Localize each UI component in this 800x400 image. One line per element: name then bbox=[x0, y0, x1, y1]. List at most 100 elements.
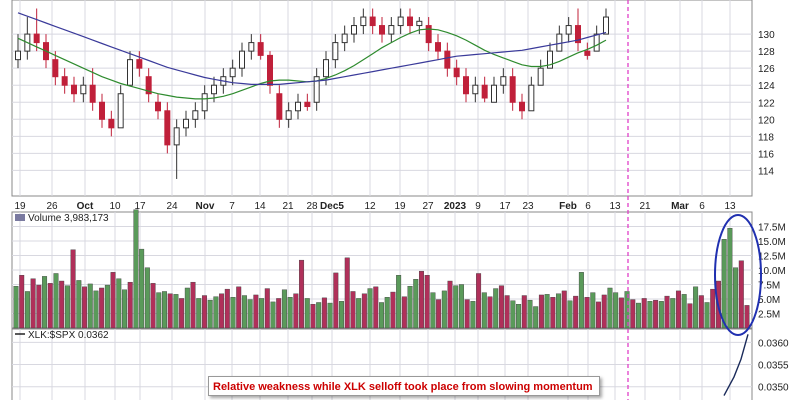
volume-bar bbox=[139, 248, 145, 329]
volume-bar bbox=[578, 272, 584, 329]
volume-bar bbox=[82, 286, 88, 329]
volume-bar bbox=[42, 276, 48, 329]
volume-bar bbox=[264, 288, 270, 329]
x-tick-label: 19 bbox=[394, 201, 406, 212]
candle-body bbox=[201, 93, 208, 112]
candle-body bbox=[435, 42, 441, 52]
ratio-y-tick-label: 0.0360 bbox=[758, 338, 789, 349]
x-tick-label: 27 bbox=[422, 201, 434, 212]
volume-bar bbox=[476, 273, 482, 329]
volume-bar bbox=[413, 279, 419, 329]
annotation-box: Relative weakness while XLK selloff took… bbox=[208, 376, 600, 396]
candle-body bbox=[108, 118, 115, 129]
volume-bar bbox=[647, 301, 653, 329]
x-tick-label: 21 bbox=[282, 201, 294, 212]
volume-bar bbox=[556, 293, 562, 329]
volume-bar bbox=[361, 293, 367, 329]
volume-y-tick-label: 5.0M bbox=[758, 295, 780, 306]
volume-bar bbox=[281, 289, 287, 329]
candle-body bbox=[304, 101, 311, 108]
candle-body bbox=[575, 25, 581, 44]
price-y-tick-label: 130 bbox=[758, 30, 775, 41]
volume-bar bbox=[127, 281, 133, 329]
volume-bar bbox=[116, 278, 122, 329]
volume-bar bbox=[259, 298, 265, 329]
volume-y-tick-label: 17.5M bbox=[758, 223, 786, 234]
candle-body bbox=[192, 110, 199, 120]
volume-bar bbox=[738, 260, 744, 329]
candle-body bbox=[99, 101, 105, 120]
x-tick-label: 17 bbox=[499, 201, 511, 212]
candle-body bbox=[379, 25, 385, 35]
volume-bar bbox=[276, 298, 282, 329]
volume-bar bbox=[407, 286, 413, 329]
volume-bar bbox=[727, 228, 733, 329]
price-y-tick-label: 120 bbox=[758, 115, 775, 126]
candle-body bbox=[145, 76, 152, 95]
candle-body bbox=[52, 59, 59, 78]
volume-bar bbox=[561, 290, 567, 329]
x-tick-label: 19 bbox=[14, 201, 26, 212]
candle-body bbox=[267, 54, 273, 86]
candle-body bbox=[509, 76, 516, 103]
price-y-tick-label: 128 bbox=[758, 47, 775, 58]
volume-bar bbox=[458, 284, 464, 329]
volume-bar bbox=[653, 299, 659, 329]
price-y-tick-label: 114 bbox=[758, 166, 774, 177]
price-y-tick-label: 122 bbox=[758, 98, 775, 109]
volume-bar bbox=[521, 295, 527, 329]
candle-body bbox=[519, 101, 525, 112]
x-tick-label: 7 bbox=[229, 201, 235, 212]
candle-body bbox=[500, 76, 507, 86]
volume-bar bbox=[533, 306, 539, 329]
volume-bar bbox=[299, 259, 305, 329]
price-y-tick-label: 126 bbox=[758, 64, 775, 75]
candle-body bbox=[407, 16, 413, 27]
volume-bar bbox=[30, 278, 36, 329]
candle-body bbox=[183, 118, 189, 129]
volume-bar bbox=[441, 290, 447, 329]
volume-bar bbox=[333, 272, 339, 329]
volume-bar bbox=[504, 295, 510, 329]
volume-bar bbox=[675, 290, 681, 329]
candle-body bbox=[323, 59, 329, 78]
volume-bar bbox=[179, 298, 185, 329]
volume-bar bbox=[373, 286, 379, 329]
volume-bar bbox=[219, 293, 225, 329]
volume-bar bbox=[70, 249, 76, 329]
candle-body bbox=[239, 50, 245, 69]
candle-body bbox=[472, 84, 479, 95]
volume-bar bbox=[401, 296, 407, 329]
candle-body bbox=[397, 16, 404, 27]
volume-y-tick-label: 15.0M bbox=[758, 237, 786, 248]
candle-body bbox=[313, 76, 320, 103]
moving-average-long bbox=[17, 12, 607, 86]
volume-bar bbox=[19, 275, 25, 329]
volume-bar bbox=[87, 283, 93, 329]
volume-bar bbox=[636, 302, 641, 329]
volume-bar bbox=[173, 294, 179, 329]
x-tick-label: 24 bbox=[166, 201, 178, 212]
volume-bar bbox=[516, 304, 522, 329]
volume-bar bbox=[161, 291, 167, 329]
volume-bar bbox=[241, 295, 247, 329]
candle-body bbox=[211, 84, 217, 95]
volume-bar bbox=[721, 239, 727, 329]
candle-body bbox=[547, 50, 553, 69]
candle-body bbox=[360, 16, 367, 27]
candle-body bbox=[603, 16, 609, 35]
volume-bar bbox=[150, 283, 156, 329]
candle-body bbox=[276, 93, 283, 120]
volume-bar bbox=[122, 289, 127, 329]
volume-bar bbox=[310, 304, 316, 329]
volume-bar bbox=[207, 299, 213, 329]
volume-bar bbox=[596, 301, 602, 329]
candle-body bbox=[80, 84, 87, 95]
volume-bar bbox=[481, 292, 487, 329]
volume-bar bbox=[527, 299, 533, 329]
volume-bar bbox=[447, 280, 453, 329]
ratio-y-tick-label: 0.0350 bbox=[758, 383, 789, 394]
price-y-tick-label: 116 bbox=[758, 149, 774, 160]
volume-bar bbox=[104, 284, 110, 329]
volume-bar bbox=[350, 291, 356, 329]
